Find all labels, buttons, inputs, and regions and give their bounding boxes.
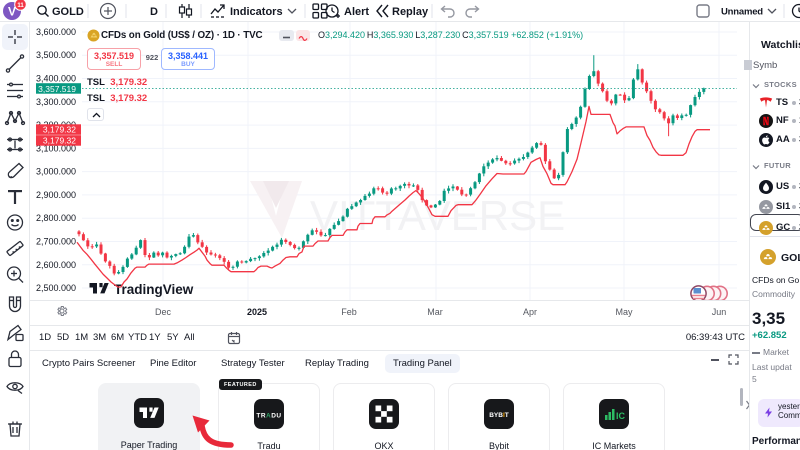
svg-text:11: 11 xyxy=(17,3,24,9)
svg-text:V: V xyxy=(8,5,16,19)
svg-text:2,700.000: 2,700.000 xyxy=(36,237,76,247)
svg-text:D: D xyxy=(150,6,158,18)
svg-text:3,179.32: 3,179.32 xyxy=(43,136,76,146)
svg-text:3,357.519: 3,357.519 xyxy=(38,84,76,94)
svg-text:2,600.000: 2,600.000 xyxy=(36,260,76,270)
svg-text:TRADU: TRADU xyxy=(256,413,281,420)
svg-text:3,300.000: 3,300.000 xyxy=(36,97,76,107)
svg-text:3,600.000: 3,600.000 xyxy=(36,27,76,37)
svg-text:VITTAVERSE: VITTAVERSE xyxy=(310,192,565,239)
svg-text:2,800.000: 2,800.000 xyxy=(36,213,76,223)
svg-text:3,500.000: 3,500.000 xyxy=(36,50,76,60)
svg-text:Indicators: Indicators xyxy=(230,6,283,18)
svg-text:IC: IC xyxy=(616,411,626,421)
svg-text:Unnamed: Unnamed xyxy=(721,7,763,18)
svg-text:BYBIT: BYBIT xyxy=(489,412,509,419)
svg-text:2,500.000: 2,500.000 xyxy=(36,283,76,293)
svg-text:3,100.000: 3,100.000 xyxy=(36,143,76,153)
svg-text:2,900.000: 2,900.000 xyxy=(36,190,76,200)
svg-text:GOLD: GOLD xyxy=(52,6,84,18)
svg-text:3,179.32: 3,179.32 xyxy=(43,125,76,135)
svg-text:Alert: Alert xyxy=(344,6,369,18)
svg-text:3,000.000: 3,000.000 xyxy=(36,167,76,177)
svg-text:TradingView: TradingView xyxy=(114,282,194,297)
svg-text:Replay: Replay xyxy=(392,6,429,18)
svg-text:3,400.000: 3,400.000 xyxy=(36,74,76,84)
